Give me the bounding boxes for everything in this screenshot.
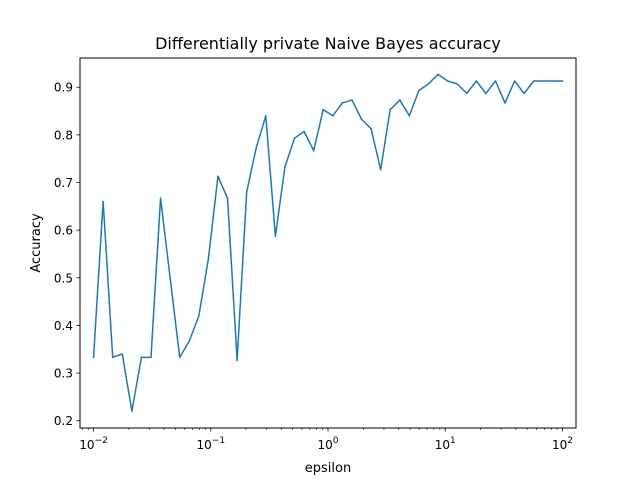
data-point: [121, 353, 124, 355]
x-tick-label: 102: [552, 436, 573, 452]
data-point: [198, 315, 200, 317]
plot-frame: [79, 57, 577, 429]
data-point: [427, 83, 430, 85]
x-tick-label: 10−2: [79, 436, 108, 452]
y-tick-label: 0.6: [54, 224, 73, 238]
data-point: [475, 80, 478, 82]
data-point: [504, 102, 506, 104]
y-tick-label: 0.5: [54, 271, 73, 285]
x-tick-label: 10−1: [197, 436, 226, 452]
data-point: [398, 99, 401, 101]
data-point: [370, 127, 372, 130]
y-ticks: 0.2 0.3 0.4 0.5 0.6 0.7 0.8 0.9: [54, 81, 80, 428]
data-point: [561, 80, 564, 82]
data-point: [485, 92, 487, 95]
data-point: [178, 356, 181, 359]
data-point: [303, 130, 305, 133]
x-ticks: 10−2 10−1 100 101 102: [79, 428, 573, 452]
data-point: [341, 102, 344, 104]
data-point: [226, 197, 229, 200]
y-tick-label: 0.9: [54, 81, 73, 95]
x-tick-label: 101: [435, 436, 456, 452]
data-point: [111, 356, 114, 359]
data-point: [284, 165, 286, 168]
x-tick-label: 100: [318, 436, 339, 452]
series-layer: [92, 73, 564, 412]
data-point: [360, 118, 363, 120]
data-point: [332, 114, 334, 117]
data-point: [265, 114, 267, 117]
data-point: [159, 197, 162, 200]
data-point: [274, 235, 277, 238]
data-point: [389, 108, 392, 111]
data-point: [532, 80, 535, 82]
data-point: [379, 168, 382, 171]
data-point: [437, 73, 439, 76]
data-point: [102, 200, 104, 203]
data-point: [351, 99, 353, 101]
y-tick-label: 0.7: [54, 176, 73, 190]
data-point: [312, 149, 315, 152]
data-point: [523, 92, 525, 95]
y-axis-label: Accuracy: [29, 213, 44, 273]
data-point: [92, 356, 95, 359]
y-tick-label: 0.3: [54, 367, 73, 381]
data-point: [255, 146, 258, 149]
data-point: [408, 114, 411, 117]
x-axis-label: epsilon: [305, 461, 351, 476]
data-point: [245, 191, 248, 193]
data-point: [542, 80, 545, 82]
data-point: [217, 175, 219, 178]
y-tick-label: 0.4: [54, 319, 73, 333]
data-point: [418, 89, 420, 92]
data-point: [293, 137, 296, 139]
data-point: [188, 340, 191, 342]
y-tick-label: 0.8: [54, 128, 73, 142]
data-point: [207, 257, 210, 260]
data-point: [322, 108, 325, 111]
y-tick-label: 0.2: [54, 414, 73, 428]
data-point: [236, 359, 238, 362]
chart-title: Differentially private Naive Bayes accur…: [155, 34, 501, 53]
data-point: [465, 92, 468, 95]
data-point: [131, 410, 133, 412]
data-point: [169, 276, 171, 279]
data-point: [494, 80, 497, 82]
data-point: [150, 356, 152, 359]
data-point: [513, 80, 516, 82]
data-point: [552, 80, 554, 82]
data-point: [456, 83, 459, 85]
series-line: [92, 73, 564, 412]
data-point: [140, 356, 143, 359]
data-point: [446, 80, 449, 82]
